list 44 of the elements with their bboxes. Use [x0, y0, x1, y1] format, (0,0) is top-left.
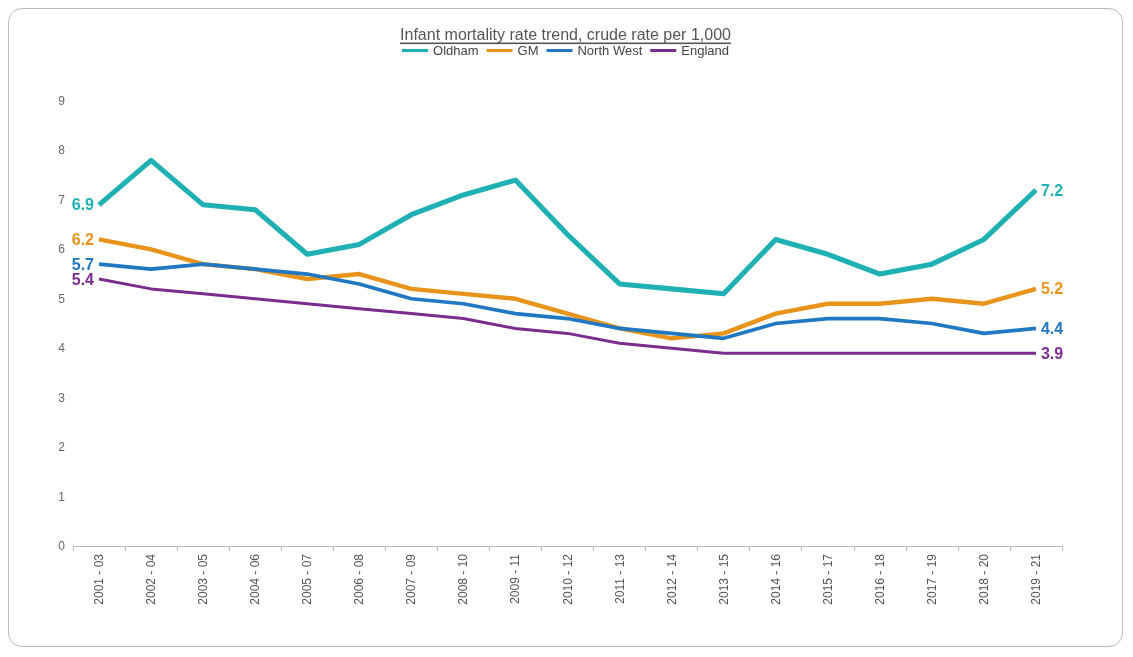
x-tick-label: 2005 - 07 [300, 553, 315, 605]
chart-title: Infant mortality rate trend, crude rate per 1,000 [400, 25, 732, 43]
x-tick-label: 2017 - 19 [924, 553, 939, 605]
x-tick-label: 2011 - 13 [612, 553, 627, 604]
data-label: 4.4 [1040, 319, 1064, 337]
data-label: 5.4 [71, 270, 95, 288]
x-tick-label: 2013 - 15 [716, 553, 731, 605]
y-tick-label: 7 [58, 192, 66, 207]
y-tick-label: 2 [58, 440, 66, 455]
x-tick-label: 2007 - 09 [404, 553, 419, 605]
y-tick-label: 4 [58, 341, 66, 356]
line-series [97, 277, 1038, 355]
x-tick-label: 2002 - 04 [144, 553, 159, 605]
x-tick-label: 2004 - 06 [248, 553, 263, 605]
legend-label: England [681, 43, 729, 58]
x-tick-label: 2008 - 10 [456, 553, 471, 605]
y-tick-label: 1 [58, 489, 66, 504]
x-tick-label: 2014 - 16 [768, 553, 783, 605]
x-tick-label: 2009 - 11 [508, 553, 523, 604]
data-label: 3.9 [1040, 344, 1064, 362]
x-tick-label: 2006 - 08 [352, 553, 367, 605]
x-tick-label: 2016 - 18 [872, 553, 887, 605]
x-tick-label: 2018 - 20 [976, 553, 991, 605]
y-tick-label: 6 [58, 242, 66, 257]
legend-label: GM [517, 43, 539, 58]
x-tick-label: 2001 - 03 [92, 553, 107, 605]
data-label: 6.9 [71, 196, 95, 214]
y-tick-label: 5 [58, 291, 66, 306]
data-label: 5.2 [1040, 280, 1064, 298]
legend-label: North West [577, 43, 643, 58]
x-tick-label: 2003 - 05 [196, 553, 211, 605]
legend-label: Oldham [433, 43, 479, 58]
x-tick-label: 2019 - 21 [1028, 553, 1043, 605]
y-tick-label: 3 [58, 390, 66, 405]
y-tick-label: 0 [58, 539, 66, 553]
line-series [97, 262, 1038, 341]
x-tick-label: 2010 - 12 [560, 553, 575, 605]
y-tick-label: 8 [58, 143, 66, 158]
x-tick-label: 2015 - 17 [820, 553, 835, 605]
x-tick-label: 2012 - 14 [664, 553, 679, 605]
y-tick-label: 9 [58, 94, 66, 108]
data-label: 5.7 [71, 255, 95, 273]
data-label: 7.2 [1040, 181, 1064, 199]
data-label: 6.2 [71, 230, 95, 248]
